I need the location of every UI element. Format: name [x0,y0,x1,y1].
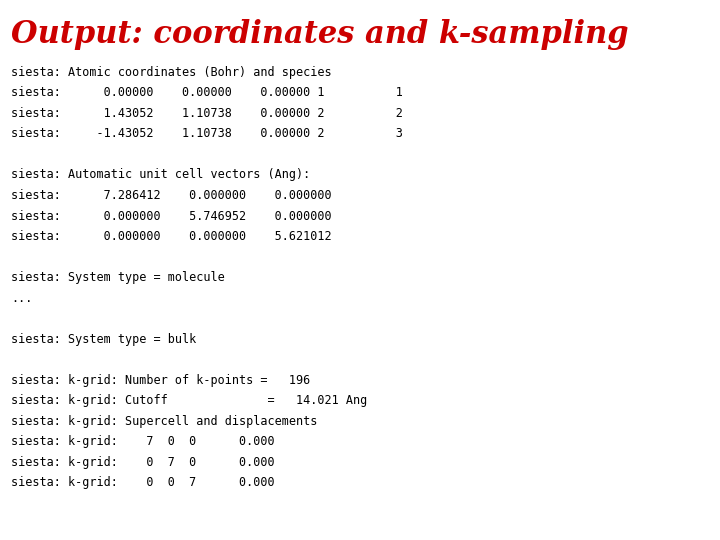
Text: siesta:     -1.43052    1.10738    0.00000 2          3: siesta: -1.43052 1.10738 0.00000 2 3 [11,127,402,140]
Text: siesta:      1.43052    1.10738    0.00000 2          2: siesta: 1.43052 1.10738 0.00000 2 2 [11,107,402,120]
Text: siesta:      7.286412    0.000000    0.000000: siesta: 7.286412 0.000000 0.000000 [11,189,331,202]
Text: siesta: System type = molecule: siesta: System type = molecule [11,271,225,284]
Text: siesta: Atomic coordinates (Bohr) and species: siesta: Atomic coordinates (Bohr) and sp… [11,66,331,79]
Text: ...: ... [11,292,32,305]
Text: siesta: k-grid: Supercell and displacements: siesta: k-grid: Supercell and displaceme… [11,415,318,428]
Text: siesta: Automatic unit cell vectors (Ang):: siesta: Automatic unit cell vectors (Ang… [11,168,310,181]
Text: siesta: k-grid:    7  0  0      0.000: siesta: k-grid: 7 0 0 0.000 [11,435,274,448]
Text: siesta: k-grid:    0  7  0      0.000: siesta: k-grid: 0 7 0 0.000 [11,456,274,469]
Text: siesta:      0.000000    0.000000    5.621012: siesta: 0.000000 0.000000 5.621012 [11,230,331,243]
Text: siesta: k-grid: Number of k-points =   196: siesta: k-grid: Number of k-points = 196 [11,374,310,387]
Text: Output: coordinates and k-sampling: Output: coordinates and k-sampling [11,19,629,50]
Text: siesta: System type = bulk: siesta: System type = bulk [11,333,196,346]
Text: siesta:      0.00000    0.00000    0.00000 1          1: siesta: 0.00000 0.00000 0.00000 1 1 [11,86,402,99]
Text: siesta: k-grid: Cutoff              =   14.021 Ang: siesta: k-grid: Cutoff = 14.021 Ang [11,394,367,407]
Text: siesta: k-grid:    0  0  7      0.000: siesta: k-grid: 0 0 7 0.000 [11,476,274,489]
Text: siesta:      0.000000    5.746952    0.000000: siesta: 0.000000 5.746952 0.000000 [11,210,331,222]
